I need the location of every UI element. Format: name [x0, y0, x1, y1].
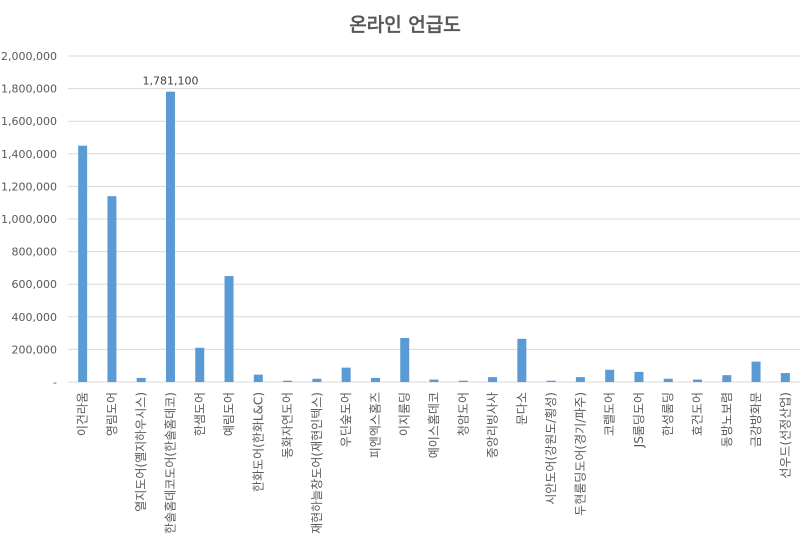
x-tick-label: 금강방화문 — [749, 392, 763, 447]
x-tick-label: 한샘도어 — [193, 392, 207, 436]
y-tick-label: 1,000,000 — [1, 213, 57, 226]
y-tick-label: 2,000,000 — [1, 50, 57, 63]
x-tick-label: 시안도어(강원도/횡성) — [544, 392, 558, 505]
y-tick-label: 1,800,000 — [1, 83, 57, 96]
bar — [312, 378, 322, 382]
x-tick-label: 코렐도어 — [603, 392, 617, 436]
x-tick-label: 예림도어 — [222, 392, 236, 436]
bar — [429, 379, 439, 382]
bar — [780, 373, 790, 382]
x-tick-label: 동화자연도어 — [281, 392, 295, 458]
bar — [722, 375, 732, 382]
y-tick-label: 600,000 — [12, 278, 58, 291]
y-tick-label: 400,000 — [12, 311, 58, 324]
bar — [370, 377, 380, 382]
x-tick-label: 열지도어(옐지하우시스) — [134, 392, 148, 512]
y-tick-label: 200,000 — [12, 343, 58, 356]
bar — [78, 145, 88, 382]
bar — [605, 369, 615, 382]
x-tick-label: 이지룸딩 — [398, 392, 412, 436]
x-tick-label: 한성룸딩 — [661, 392, 675, 436]
x-tick-label: 두현룸딩도어(경기/파주) — [573, 392, 587, 516]
x-tick-label: 재현하늘창도어(재현인텍스) — [310, 392, 324, 534]
chart-title: 온라인 언급도 — [349, 14, 461, 36]
bar — [283, 380, 293, 382]
x-tick-label: 한화도어(한화L&C) — [251, 392, 265, 492]
bar — [341, 367, 351, 382]
bar — [107, 196, 117, 382]
bar — [693, 379, 703, 382]
x-tick-label: 동방노보렴 — [720, 392, 734, 447]
x-tick-label: 한솔홈데코도어(한솔홈데코) — [163, 392, 177, 534]
x-tick-label: 문다소 — [515, 392, 529, 425]
bar — [253, 374, 263, 382]
y-tick-label: 1,200,000 — [1, 180, 57, 193]
x-tick-label: 중앙리빙사사 — [486, 392, 500, 458]
bar — [517, 338, 527, 382]
x-tick-label: 피엔엑스홈즈 — [368, 392, 382, 458]
bar — [224, 276, 234, 382]
bar — [575, 377, 585, 382]
bar — [634, 371, 644, 382]
bar — [136, 377, 146, 382]
bar — [546, 380, 556, 382]
x-tick-label: JS룸딩도어 — [632, 392, 646, 448]
bar — [488, 377, 498, 382]
x-tick-label: 효건도어 — [691, 392, 705, 436]
bar — [400, 337, 410, 382]
bar — [663, 378, 673, 382]
x-tick-label: 청암도어 — [456, 392, 470, 436]
x-tick-label: 예이스홈데코 — [427, 392, 441, 458]
y-tick-label: 1,400,000 — [1, 148, 57, 161]
x-tick-label: 선우드(선정산업) — [778, 392, 792, 479]
y-tick-label: 800,000 — [12, 246, 58, 259]
x-tick-label: 영림도어 — [105, 392, 119, 436]
bar — [195, 347, 205, 382]
data-label: 1,781,100 — [142, 75, 198, 88]
bar — [458, 380, 468, 382]
y-tick-label: 1,600,000 — [1, 115, 57, 128]
x-tick-label: 우딘숲도어 — [339, 392, 353, 447]
x-tick-label: 이건라움 — [76, 392, 90, 436]
bar — [751, 361, 761, 382]
y-tick-label: - — [53, 376, 57, 389]
bar — [165, 91, 175, 383]
